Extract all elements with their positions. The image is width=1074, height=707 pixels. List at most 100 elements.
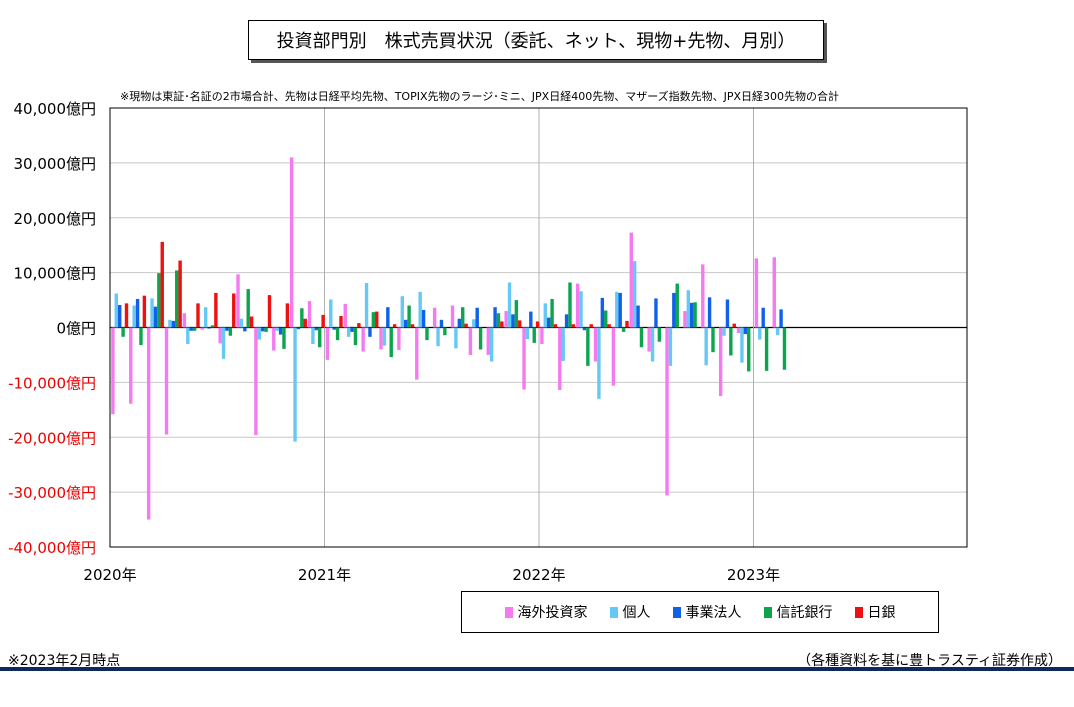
- footnote-date: ※2023年2月時点: [8, 653, 121, 669]
- bar-corporate-2022-01: [547, 317, 551, 328]
- bar-corporate-2021-11: [511, 314, 515, 328]
- bar-foreign-2020-02: [129, 327, 133, 404]
- bar-trust-2021-12: [532, 327, 536, 343]
- bar-individual-2021-03: [364, 283, 369, 328]
- bar-boj-2022-11: [732, 323, 736, 328]
- bar-trust-2021-02: [353, 327, 358, 346]
- bar-boj-2020-01: [124, 303, 129, 328]
- bar-foreign-2020-10: [272, 327, 276, 351]
- bar-boj-2020-11: [303, 318, 307, 328]
- bar-individual-2020-08: [239, 318, 244, 328]
- bar-corporate-2021-10: [493, 307, 497, 328]
- bars: [111, 157, 787, 520]
- bar-trust-2020-01: [121, 327, 125, 337]
- bar-individual-2020-12: [311, 327, 315, 344]
- bar-individual-2022-05: [615, 291, 619, 328]
- bar-individual-2022-02: [561, 327, 565, 361]
- bar-boj-2020-12: [321, 314, 325, 328]
- bar-trust-2022-08: [675, 283, 679, 328]
- bar-individual-2020-11: [293, 327, 297, 442]
- bar-boj-2020-10: [285, 303, 290, 328]
- bar-foreign-2021-11: [504, 311, 508, 328]
- bar-corporate-2022-09: [690, 302, 694, 328]
- legend-label: 個人: [622, 605, 651, 621]
- bar-trust-2020-11: [300, 308, 304, 328]
- bar-individual-2022-06: [632, 261, 637, 328]
- bar-boj-2021-03: [375, 311, 379, 328]
- legend-item-individual: 個人: [609, 602, 651, 622]
- bar-foreign-2020-09: [254, 327, 258, 436]
- bar-foreign-2021-07: [432, 307, 437, 328]
- bar-foreign-2022-02: [558, 327, 562, 391]
- y-tick-label: 30,000億円: [14, 155, 97, 173]
- bar-foreign-2022-01: [540, 327, 544, 344]
- x-tick-label: 2021年: [298, 566, 351, 584]
- bar-boj-2021-01: [339, 315, 343, 328]
- bar-individual-2021-08: [454, 327, 458, 349]
- bar-boj-2021-05: [410, 324, 415, 328]
- bar-foreign-2022-09: [683, 311, 687, 328]
- bar-corporate-2020-05: [189, 327, 193, 331]
- bar-foreign-2021-09: [468, 327, 473, 355]
- bar-corporate-2022-04: [600, 297, 605, 328]
- bar-individual-2020-10: [275, 327, 279, 331]
- bar-trust-2022-09: [693, 302, 697, 328]
- bar-trust-2020-08: [246, 289, 250, 328]
- bar-trust-2020-12: [318, 327, 322, 348]
- bar-individual-2020-03: [150, 298, 154, 328]
- bar-trust-2022-07: [657, 327, 662, 342]
- bar-trust-2023-01: [764, 327, 769, 371]
- bar-boj-2022-01: [553, 324, 558, 328]
- bar-corporate-2020-07: [225, 327, 229, 331]
- bar-boj-2020-02: [142, 295, 147, 328]
- bar-individual-2020-06: [203, 307, 208, 328]
- bar-trust-2021-07: [443, 327, 447, 336]
- legend-swatch: [763, 606, 772, 618]
- bar-foreign-2020-11: [289, 157, 294, 328]
- bar-corporate-2021-08: [457, 318, 462, 328]
- bar-individual-2022-01: [543, 303, 547, 328]
- bar-individual-2020-05: [186, 327, 190, 344]
- bar-foreign-2022-11: [718, 327, 723, 397]
- bar-trust-2022-01: [550, 298, 554, 328]
- bar-corporate-2021-06: [421, 309, 426, 328]
- chart-title: 投資部門別 株式売買状況（委託、ネット、現物+先物、月別）: [248, 20, 824, 60]
- bar-individual-2022-08: [668, 327, 673, 366]
- footnote-scope: ※現物は東証･名証の2市場合計、先物は日経平均先物、TOPIX先物のラージ･ミニ…: [120, 90, 840, 103]
- bar-foreign-2020-07: [218, 327, 222, 344]
- bar-boj-2022-03: [589, 324, 593, 328]
- bar-boj-2022-02: [571, 324, 576, 328]
- bar-foreign-2022-03: [575, 283, 580, 328]
- bar-boj-2020-05: [196, 303, 200, 328]
- bar-corporate-2022-06: [636, 305, 640, 328]
- bar-trust-2022-03: [586, 327, 590, 366]
- bar-boj-2020-06: [214, 292, 218, 328]
- bar-individual-2021-05: [400, 296, 404, 328]
- bar-trust-2020-04: [175, 270, 179, 328]
- legend-swatch: [504, 606, 513, 618]
- bar-trust-2021-10: [496, 313, 501, 328]
- bar-trust-2021-06: [425, 327, 429, 341]
- bar-corporate-2020-06: [207, 327, 211, 329]
- bar-corporate-2022-07: [654, 298, 658, 328]
- legend-item-trust: 信託銀行: [763, 602, 833, 622]
- bar-trust-2021-04: [389, 327, 393, 358]
- y-tick-label: -30,000億円: [8, 484, 96, 502]
- bar-individual-2022-09: [686, 290, 690, 328]
- bar-trust-2022-06: [639, 327, 644, 348]
- bar-individual-2023-01: [758, 327, 762, 340]
- bar-foreign-2020-03: [146, 327, 151, 520]
- bar-corporate-2021-02: [350, 327, 354, 332]
- bar-foreign-2022-12: [736, 327, 741, 333]
- bar-corporate-2020-04: [171, 320, 176, 328]
- bar-trust-2020-06: [210, 325, 215, 328]
- bar-corporate-2020-11: [296, 327, 301, 330]
- bar-individual-2021-11: [507, 282, 512, 328]
- legend-swatch: [854, 606, 863, 618]
- x-tick-label: 2023年: [727, 566, 780, 584]
- bar-foreign-2023-02: [772, 257, 776, 328]
- bar-foreign-2021-02: [343, 303, 347, 328]
- bar-trust-2020-05: [192, 327, 197, 331]
- bar-corporate-2020-02: [135, 298, 140, 328]
- y-tick-label: 10,000億円: [14, 265, 97, 283]
